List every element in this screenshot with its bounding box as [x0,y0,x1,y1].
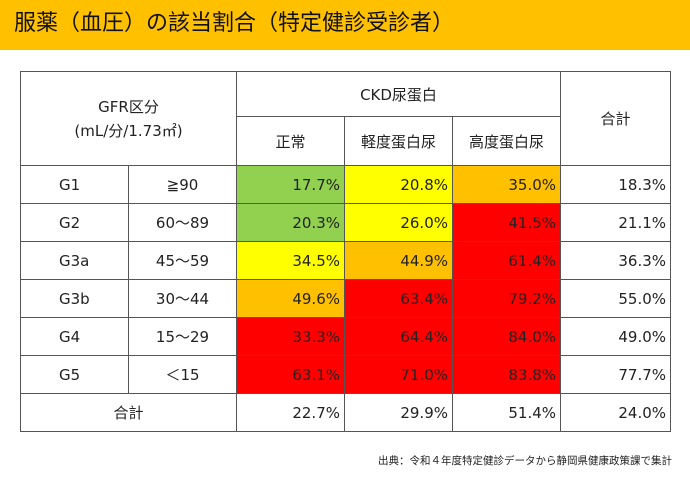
ckd-table: GFR区分 (mL/分/1.73㎡) CKD尿蛋白 合計 正常 軽度蛋白尿 高度… [20,71,672,432]
row-total-cell: 49.0% [560,317,672,356]
gfr-header: GFR区分 (mL/分/1.73㎡) [20,71,237,166]
value-cell: 63.4% [344,279,453,318]
source-note: 出典：令和４年度特定健診データから静岡県健康政策課で集計 [378,455,672,467]
column-total-cell: 51.4% [451,393,562,432]
gfr-header-unit: (mL/分/1.73㎡) [74,121,183,140]
table-row: G3b 30～44 49.6% 63.4% 79.2% 55.0% [20,279,672,318]
row-total-cell: 77.7% [560,355,672,394]
value-cell: 26.0% [344,203,453,242]
total-row: 合計 22.7% 29.9% 51.4% 24.0% [20,393,672,432]
total-row-label: 合計 [20,393,237,432]
value-cell: 34.5% [236,241,345,280]
row-total-cell: 18.3% [560,165,672,204]
grade-cell: G1 [20,165,129,204]
page-title: 服薬（血圧）の該当割合（特定健診受診者） [14,11,455,36]
proteinuria-header-severe: 高度蛋白尿 [451,116,562,166]
grade-cell: G4 [20,317,129,356]
range-cell: 60～89 [128,203,237,242]
value-cell: 79.2% [451,279,562,318]
range-cell: ≧90 [128,165,237,204]
grade-cell: G2 [20,203,129,242]
value-cell: 41.5% [451,203,562,242]
value-cell: 33.3% [236,317,345,356]
value-cell: 71.0% [344,355,453,394]
value-cell: 83.8% [451,355,562,394]
value-cell: 44.9% [344,241,453,280]
grade-cell: G5 [20,355,129,394]
row-total-cell: 21.1% [560,203,672,242]
value-cell: 20.3% [236,203,345,242]
row-total-cell: 36.3% [560,241,672,280]
column-total-cell: 29.9% [344,393,453,432]
value-cell: 35.0% [451,165,562,204]
range-cell: ＜15 [128,355,237,394]
value-cell: 63.1% [236,355,345,394]
value-cell: 20.8% [344,165,453,204]
column-total-cell: 22.7% [236,393,345,432]
grand-total-cell: 24.0% [560,393,672,432]
value-cell: 64.4% [344,317,453,356]
range-cell: 30～44 [128,279,237,318]
table-row: G5 ＜15 63.1% 71.0% 83.8% 77.7% [20,355,672,394]
grade-cell: G3b [20,279,129,318]
table-row: G1 ≧90 17.7% 20.8% 35.0% 18.3% [20,165,672,204]
row-total-cell: 55.0% [560,279,672,318]
ckd-header: CKD尿蛋白 [235,71,562,117]
range-cell: 45～59 [128,241,237,280]
table-row: G3a 45～59 34.5% 44.9% 61.4% 36.3% [20,241,672,280]
total-header: 合計 [560,71,672,166]
range-cell: 15～29 [128,317,237,356]
grade-cell: G3a [20,241,129,280]
table-row: G4 15～29 33.3% 64.4% 84.0% 49.0% [20,317,672,356]
table-row: G2 60～89 20.3% 26.0% 41.5% 21.1% [20,203,672,242]
proteinuria-header-normal: 正常 [236,116,345,166]
value-cell: 84.0% [451,317,562,356]
value-cell: 61.4% [451,241,562,280]
value-cell: 49.6% [236,279,345,318]
gfr-header-label: GFR区分 [98,97,159,116]
proteinuria-header-mild: 軽度蛋白尿 [344,116,453,166]
value-cell: 17.7% [236,165,345,204]
title-banner: 服薬（血圧）の該当割合（特定健診受診者） [0,0,690,50]
